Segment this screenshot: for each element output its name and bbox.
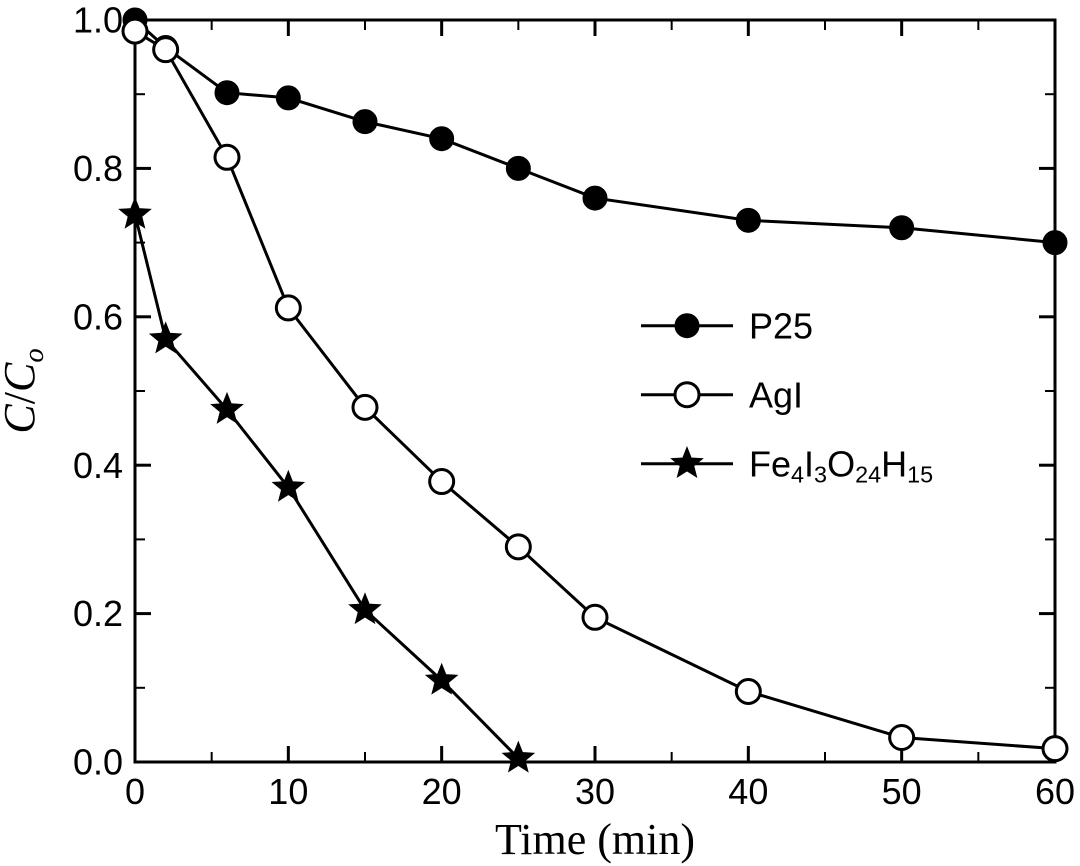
x-axis-title: Time (min) — [495, 815, 695, 864]
marker-agi — [430, 470, 454, 494]
y-tick-label: 0.6 — [73, 296, 123, 337]
legend-marker-agi — [675, 383, 699, 407]
x-tick-label: 60 — [1035, 771, 1075, 812]
x-tick-label: 40 — [728, 771, 768, 812]
marker-agi — [353, 395, 377, 419]
marker-agi — [736, 680, 760, 704]
legend-marker-p25 — [676, 315, 698, 337]
marker-agi — [154, 38, 178, 62]
y-tick-label: 0.8 — [73, 148, 123, 189]
x-tick-label: 0 — [125, 771, 145, 812]
legend-label-feio: Fe4I3O24H15 — [749, 443, 933, 487]
marker-agi — [506, 535, 530, 559]
marker-p25 — [431, 128, 453, 150]
marker-agi — [890, 726, 914, 750]
marker-p25 — [737, 209, 759, 231]
marker-p25 — [1044, 232, 1066, 254]
marker-p25 — [216, 82, 238, 104]
marker-p25 — [891, 217, 913, 239]
chart-svg: 0 10 20 30 40 50 60 0.0 0.2 0.4 0.6 0.8 1.0 Time (min… — [0, 0, 1080, 866]
y-tick-label: 0.4 — [73, 445, 123, 486]
x-tick-label: 20 — [422, 771, 462, 812]
chart-container: 0 10 20 30 40 50 60 0.0 0.2 0.4 0.6 0.8 1.0 Time (min… — [0, 0, 1080, 866]
chart-background — [0, 0, 1080, 866]
marker-agi — [123, 19, 147, 43]
y-tick-label: 1.0 — [73, 0, 123, 41]
x-tick-label: 50 — [882, 771, 922, 812]
marker-agi — [583, 605, 607, 629]
legend-label-agi: AgI — [749, 374, 803, 415]
marker-p25 — [507, 157, 529, 179]
marker-p25 — [277, 87, 299, 109]
x-tick-label: 10 — [268, 771, 308, 812]
marker-agi — [1043, 737, 1067, 761]
y-tick-label: 0.2 — [73, 593, 123, 634]
marker-agi — [215, 145, 239, 169]
marker-agi — [276, 296, 300, 320]
marker-p25 — [354, 111, 376, 133]
y-tick-label: 0.0 — [73, 742, 123, 783]
x-tick-label: 30 — [575, 771, 615, 812]
legend-label-p25: P25 — [749, 305, 813, 346]
marker-p25 — [584, 187, 606, 209]
